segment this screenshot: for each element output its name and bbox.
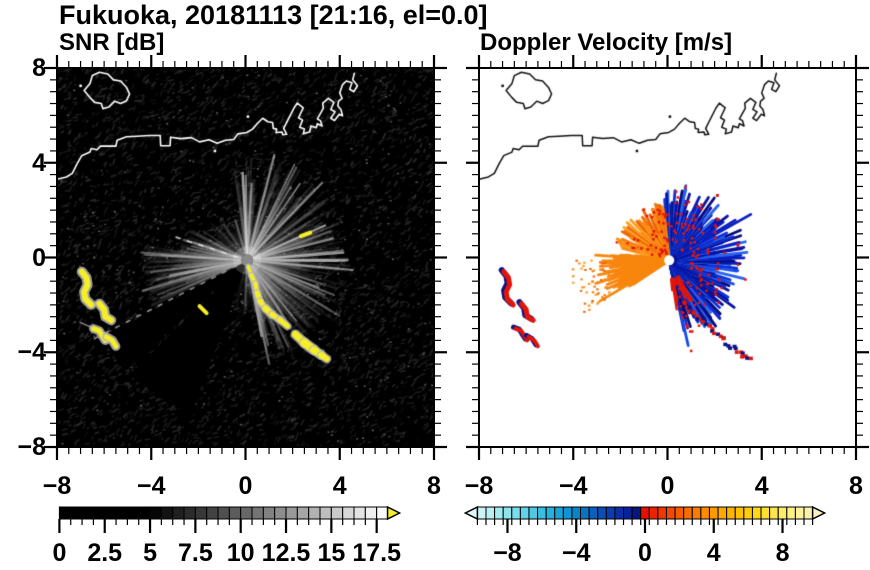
snr-colorbar-label: 10: [226, 539, 255, 567]
x-tick-label: −8: [42, 472, 72, 500]
velocity-colorbar-label: 0: [638, 539, 652, 567]
snr-colorbar-label: 17.5: [352, 539, 401, 567]
x-tick-label: −8: [464, 472, 494, 500]
y-tick-label: −4: [17, 338, 46, 367]
x-tick-label: 8: [427, 472, 441, 500]
y-tick-label: 4: [32, 148, 46, 177]
snr-colorbar-label: 2.5: [87, 539, 123, 567]
x-tick-label: 0: [238, 472, 253, 500]
velocity-colorbar-label: 4: [706, 539, 721, 567]
snr-colorbar-label: 12.5: [261, 539, 311, 567]
panel-title-velocity: Doppler Velocity [m/s]: [480, 29, 733, 56]
x-tick-label: 4: [754, 472, 769, 500]
x-tick-label: 4: [332, 472, 347, 500]
x-tick-label: 8: [849, 472, 863, 500]
panel-title-snr: SNR [dB]: [59, 29, 165, 56]
velocity-colorbar-label: 8: [775, 539, 790, 567]
x-tick-label: 0: [660, 472, 675, 500]
x-tick-label: −4: [136, 472, 166, 500]
y-tick-label: −8: [17, 433, 46, 461]
figure-title: Fukuoka, 20181113 [21:16, el=0.0]: [59, 0, 488, 30]
x-tick-label: −4: [558, 472, 588, 500]
y-tick-label: 8: [32, 54, 46, 82]
velocity-colorbar-label: −4: [561, 539, 591, 567]
snr-colorbar-label: 5: [143, 539, 157, 567]
velocity-colorbar-label: −8: [493, 539, 522, 567]
snr-colorbar-label: 15: [317, 539, 346, 567]
snr-colorbar-label: 0: [52, 539, 67, 567]
y-tick-label: 0: [32, 243, 46, 272]
snr-colorbar-label: 7.5: [177, 539, 213, 567]
